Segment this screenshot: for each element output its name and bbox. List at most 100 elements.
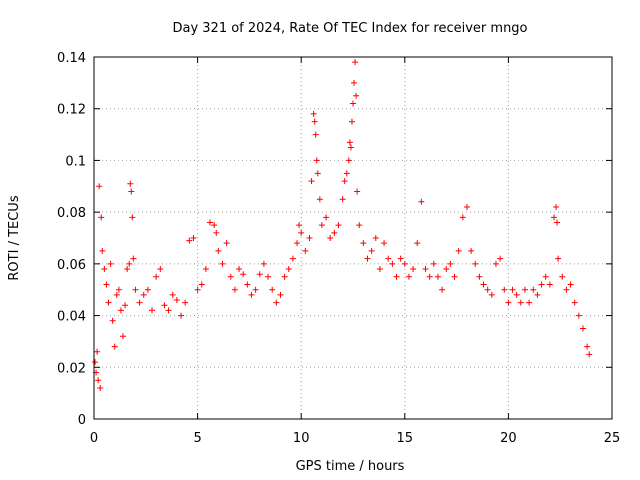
data-point [316,196,323,203]
data-point [157,266,164,273]
data-point [149,307,156,314]
data-point [559,273,566,280]
data-point [215,247,222,254]
chart-title: Day 321 of 2024, Rate Of TEC Index for r… [172,21,527,36]
data-point [314,170,321,177]
x-tick-label: 20 [500,431,517,446]
y-tick-labels: 0 0.02 0.04 0.06 0.08 0.1 0.12 0.14 [57,51,86,428]
x-tick-label: 15 [397,431,414,446]
data-point [256,271,263,278]
data-point [484,286,491,293]
data-point [165,307,172,314]
data-point [397,255,404,262]
data-point [207,219,214,226]
data-point [144,286,151,293]
data-point [308,178,315,185]
data-point [347,144,354,151]
data-point [313,157,320,164]
data-point [575,312,582,319]
data-point [509,286,516,293]
data-point [443,266,450,273]
data-point [501,286,508,293]
data-point [132,286,139,293]
x-tick-label: 0 [90,431,98,446]
x-tick-label: 25 [604,431,621,446]
data-point [178,312,185,319]
data-point [227,273,234,280]
data-point [563,286,570,293]
data-point [327,235,334,241]
data-point [463,203,470,210]
data-point [513,291,520,298]
data-point [555,255,562,262]
data-point [567,281,574,288]
data-point [136,299,143,306]
data-point [94,348,101,355]
data-point [459,214,466,221]
data-point [422,266,429,273]
data-point [476,273,483,280]
data-point [103,281,110,288]
data-point [451,273,458,280]
data-point [579,325,586,332]
data-point [534,291,541,298]
data-point [521,286,528,293]
data-point [115,286,122,293]
x-tick-label: 5 [193,431,201,446]
data-point [389,260,396,267]
x-tick-label: 10 [293,431,310,446]
y-axis-label: ROTI / TECUs [7,195,22,280]
data-point [296,222,303,229]
data-point [120,333,127,340]
data-point [538,281,545,288]
data-point [244,281,251,288]
data-point [173,297,180,304]
data-point [505,299,512,306]
data-point [223,240,230,247]
data-point [101,266,108,273]
y-tick-label: 0.1 [65,154,86,169]
data-marks [92,59,593,391]
data-point [554,219,561,226]
data-point [439,286,446,293]
y-tick-label: 0.12 [57,103,86,118]
data-point [418,198,425,205]
data-point [92,359,99,366]
data-point [198,281,205,288]
data-point [546,281,553,288]
data-point [140,291,147,298]
y-tick-label: 0.06 [57,258,86,273]
data-point [376,266,383,273]
data-point [310,110,317,117]
data-point [360,240,367,247]
data-point [426,273,433,280]
data-point [202,266,209,273]
data-point [472,260,479,267]
data-point [213,229,220,236]
data-point [430,260,437,267]
data-point [345,157,352,164]
data-point [571,299,578,306]
data-point [277,291,284,298]
data-point [405,273,412,280]
data-point [117,307,124,314]
data-point [105,299,112,306]
data-point [385,255,392,262]
data-point [219,260,226,267]
y-tick-label: 0.08 [57,206,86,221]
data-point [109,317,116,324]
data-point [393,273,400,280]
data-point [127,180,134,187]
data-point [480,281,487,288]
data-point [126,260,133,267]
data-point [269,286,276,293]
data-point [312,131,319,138]
data-point [129,214,136,221]
data-point [584,343,591,350]
data-point [107,260,114,267]
data-point [289,255,296,262]
data-point [298,229,305,236]
data-point [356,222,363,229]
data-point [323,214,330,221]
